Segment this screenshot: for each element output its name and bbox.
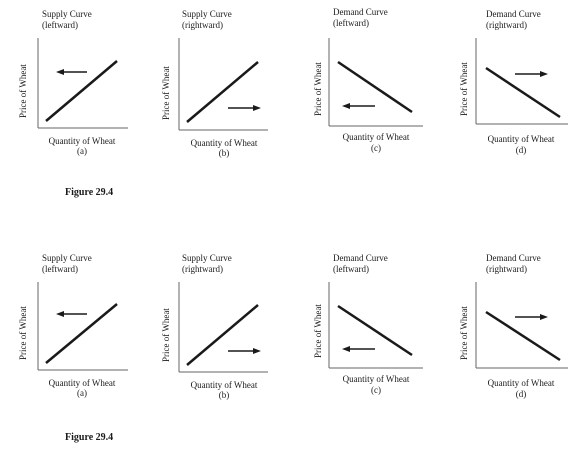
supply-curve-line <box>186 304 259 366</box>
panel-title-line1: Demand Curve <box>333 7 388 17</box>
demand-curve-line <box>485 310 561 362</box>
panel-letter: (c) <box>371 143 381 153</box>
panel-title-line2: (rightward) <box>182 264 223 274</box>
x-axis-label: Quantity of Wheat <box>343 374 410 384</box>
panel-c: Demand Curve (leftward) Price of Wheat Q… <box>313 253 423 395</box>
y-axis-label: Price of Wheat <box>459 62 469 116</box>
panel-title-line2: (leftward) <box>333 18 369 28</box>
panel-title-line1: Supply Curve <box>182 253 232 263</box>
panel-a: Supply Curve (leftward) Price of Wheat Q… <box>18 9 128 156</box>
figure-panels-top: Supply Curve (leftward) Price of Wheat Q… <box>18 7 568 158</box>
panel-b: Supply Curve (rightward) Price of Wheat … <box>161 253 268 400</box>
shift-arrow-right <box>515 314 548 320</box>
shift-arrow-left <box>342 346 375 352</box>
demand-curve-line <box>485 66 561 119</box>
panel-title-line1: Demand Curve <box>333 253 388 263</box>
x-axis-label: Quantity of Wheat <box>488 134 555 144</box>
panel-d: Demand Curve (rightward) Price of Wheat … <box>459 9 568 155</box>
panel-title-line2: (leftward) <box>42 20 78 30</box>
x-axis-label: Quantity of Wheat <box>488 378 555 388</box>
panel-title-line1: Supply Curve <box>42 253 92 263</box>
y-axis-label: Price of Wheat <box>18 64 28 118</box>
panel-title-line2: (leftward) <box>333 264 369 274</box>
demand-curve-line <box>337 60 413 114</box>
panel-title-line1: Supply Curve <box>182 9 232 19</box>
panel-title-line2: (rightward) <box>486 20 527 30</box>
panel-letter: (a) <box>77 146 87 156</box>
figure-caption: Figure 29.4 <box>65 432 114 443</box>
panel-title-line2: (leftward) <box>42 264 78 274</box>
panel-title-line1: Demand Curve <box>486 253 541 263</box>
shift-arrow-right <box>228 348 261 354</box>
panel-a: Supply Curve (leftward) Price of Wheat Q… <box>18 253 128 398</box>
y-axis-label: Price of Wheat <box>459 306 469 360</box>
shift-arrow-right <box>515 71 548 77</box>
y-axis-label: Price of Wheat <box>313 62 323 116</box>
panel-c: Demand Curve (leftward) Price of Wheat Q… <box>313 7 423 153</box>
panel-letter: (d) <box>516 389 527 399</box>
figure-block-bottom: Supply Curve (leftward) Price of Wheat Q… <box>0 240 579 464</box>
y-axis-label: Price of Wheat <box>161 66 171 120</box>
panel-title-line2: (rightward) <box>486 264 527 274</box>
supply-curve-line <box>45 60 118 122</box>
shift-arrow-left <box>56 311 87 317</box>
x-axis-label: Quantity of Wheat <box>49 378 116 388</box>
panel-d: Demand Curve (rightward) Price of Wheat … <box>459 253 568 399</box>
demand-curve-line <box>337 304 413 357</box>
shift-arrow-right <box>228 105 261 111</box>
panel-b: Supply Curve (rightward) Price of Wheat … <box>161 9 268 158</box>
panel-letter: (b) <box>219 148 230 158</box>
panel-letter: (d) <box>516 145 527 155</box>
panel-letter: (b) <box>219 390 230 400</box>
shift-arrow-left <box>342 103 375 109</box>
panel-title-line1: Supply Curve <box>42 9 92 19</box>
supply-curve-line <box>45 303 118 364</box>
y-axis-label: Price of Wheat <box>18 306 28 360</box>
supply-curve-line <box>186 61 259 123</box>
figure-block-top: Supply Curve (leftward) Price of Wheat Q… <box>0 0 579 224</box>
figure-caption: Figure 29.4 <box>65 187 114 198</box>
panel-title-line2: (rightward) <box>182 20 223 30</box>
y-axis-label: Price of Wheat <box>161 308 171 362</box>
panel-letter: (c) <box>371 385 381 395</box>
x-axis-label: Quantity of Wheat <box>343 132 410 142</box>
x-axis-label: Quantity of Wheat <box>191 380 258 390</box>
x-axis-label: Quantity of Wheat <box>191 138 258 148</box>
shift-arrow-left <box>56 69 87 75</box>
panel-title-line1: Demand Curve <box>486 9 541 19</box>
figure-panels-bottom: Supply Curve (leftward) Price of Wheat Q… <box>18 253 568 400</box>
y-axis-label: Price of Wheat <box>313 304 323 358</box>
x-axis-label: Quantity of Wheat <box>49 136 116 146</box>
panel-letter: (a) <box>77 388 87 398</box>
